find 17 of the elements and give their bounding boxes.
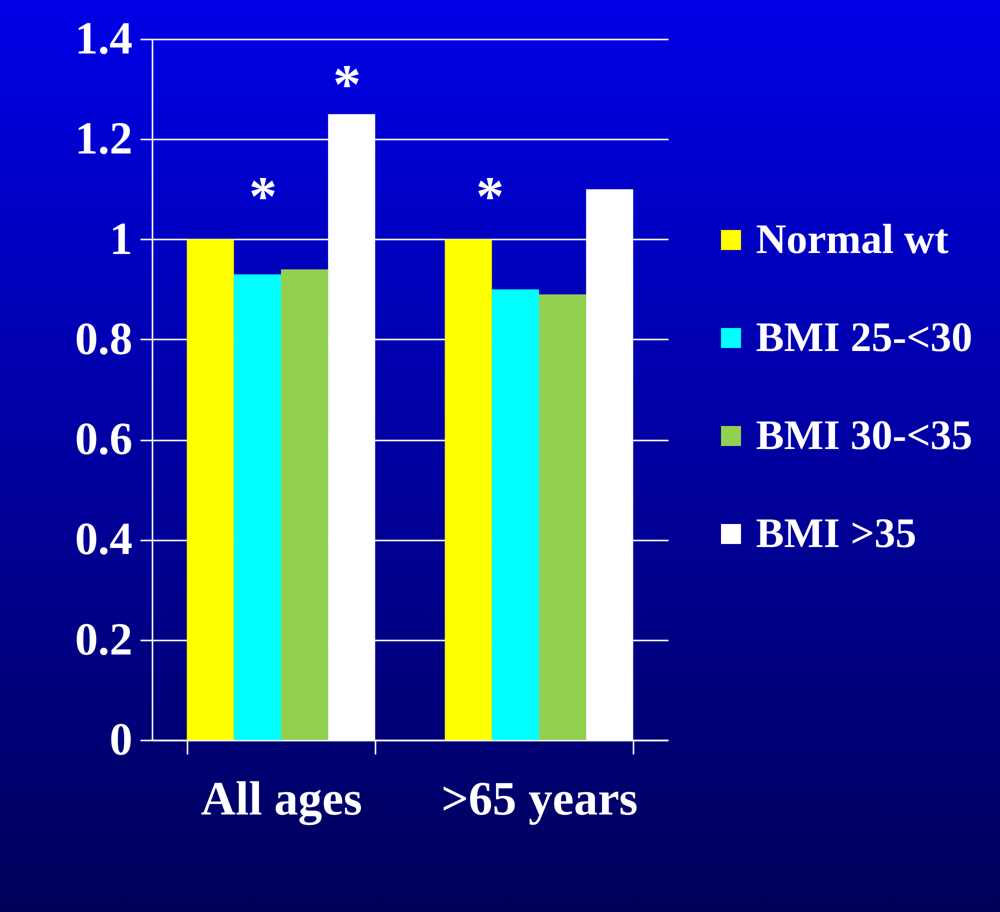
y-tick-label: 0.4: [75, 513, 132, 564]
y-tick-label: 0.2: [75, 613, 132, 664]
y-tick-label: 1: [110, 212, 132, 264]
legend-label: BMI 25-<30: [756, 315, 972, 361]
y-tick-label: 1.2: [75, 112, 132, 164]
annotation: *: [476, 166, 504, 228]
legend-label: BMI >35: [756, 511, 916, 557]
y-tick-label: 0.8: [75, 312, 132, 364]
legend-label: BMI 30-<35: [756, 413, 972, 459]
y-tick-label: 0: [110, 714, 132, 764]
y-tick-label: 1.4: [75, 12, 132, 64]
x-tick-label: All ages: [200, 772, 362, 826]
annotation: *: [249, 166, 277, 228]
legend-label: Normal wt: [756, 217, 948, 263]
y-tick-label: 0.6: [75, 413, 132, 464]
x-tick-label: >65 years: [441, 772, 638, 826]
annotation: *: [333, 54, 361, 116]
